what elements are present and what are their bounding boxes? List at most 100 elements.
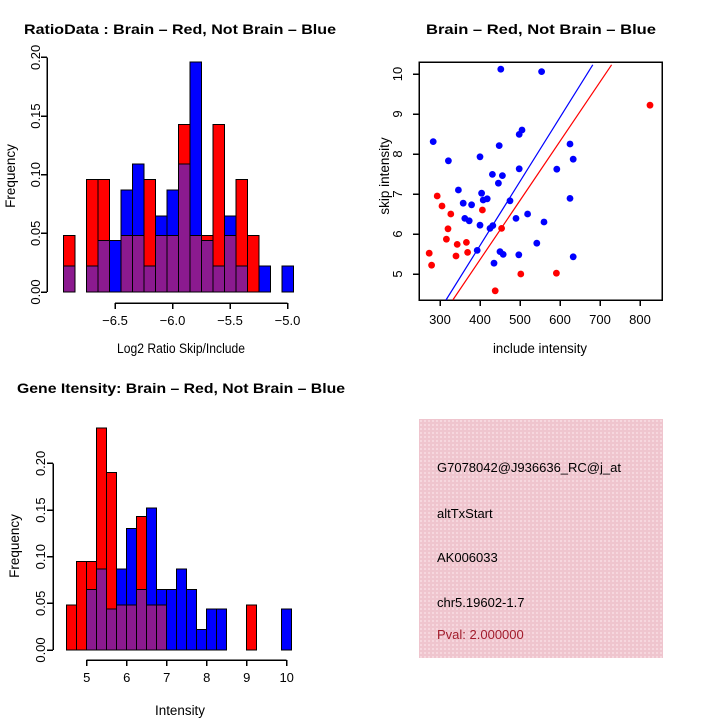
scatter-point-blue (483, 195, 491, 203)
pval-text: Pval: 2.000000 (437, 627, 524, 642)
scatter-point-red (479, 206, 486, 214)
scatter-point-blue (459, 199, 467, 207)
scatter-point-blue (495, 179, 502, 187)
histogram-bar-overlap (131, 235, 145, 293)
histogram-bar-blue (281, 265, 294, 293)
scatter-xlabel: include intensity (493, 341, 587, 356)
x-tick-label: 800 (629, 312, 651, 327)
histogram-bar-overlap (120, 235, 133, 293)
histogram-bar-blue (186, 588, 198, 651)
histogram-bar-red (86, 560, 98, 590)
x-tick-label: 600 (549, 312, 571, 327)
scatter-point-red (517, 270, 525, 278)
scatter-point-blue (468, 201, 475, 209)
scatter-point-blue (497, 65, 505, 73)
ratio-histogram-ylabel: Frequency (3, 144, 18, 208)
scatter-point-blue (489, 171, 496, 178)
scatter-point-red (452, 252, 460, 260)
scatter-point-blue (569, 253, 577, 261)
scatter-point-blue (515, 165, 523, 173)
y-tick-label: 5 (390, 270, 405, 277)
scatter-point-blue (540, 218, 548, 226)
y-tick-label: 8 (390, 150, 405, 157)
histogram-bar-overlap (189, 235, 202, 293)
histogram-bar-red (66, 604, 78, 651)
histogram-bar-blue (166, 189, 179, 237)
histogram-bar-overlap (136, 588, 148, 651)
histogram-bar-blue (108, 239, 122, 293)
x-tick-label: 300 (429, 312, 451, 327)
y-tick-label: 0.15 (28, 103, 43, 128)
histogram-bar-red (96, 427, 108, 570)
histogram-bar-blue (206, 608, 218, 651)
histogram-bar-red (246, 235, 260, 293)
scatter-point-red (428, 261, 435, 269)
x-tick-label: 5 (83, 670, 90, 685)
x-tick-label: 9 (243, 670, 250, 685)
histogram-bar-red (246, 604, 258, 651)
y-tick-label: 6 (390, 230, 405, 237)
scatter-point-blue (495, 142, 503, 150)
histogram-bar-blue (281, 608, 293, 651)
scatter-ylabel: skip intensity (377, 137, 392, 215)
scatter-point-red (491, 287, 499, 295)
x-tick-label: −5.0 (275, 313, 301, 328)
scatter-point-blue (445, 157, 452, 165)
histogram-bar-blue (216, 608, 228, 651)
histogram-bar-blue (156, 588, 168, 606)
histogram-bar-blue (189, 61, 202, 237)
scatter-point-blue (490, 259, 498, 267)
scatter-point-blue (499, 172, 506, 180)
ratio-histogram-xlabel: Log2 Ratio Skip/Include (117, 341, 245, 356)
plot-box (418, 61, 663, 301)
histogram-bar-red (62, 235, 76, 267)
y-tick-label: 0.00 (28, 279, 43, 304)
histogram-bar-blue (126, 528, 138, 606)
histogram-bar-red (76, 560, 88, 651)
x-tick-label: −6.5 (102, 313, 128, 328)
ratio-histogram-plot: 0.00 0.05 0.10 0.15 0.20 −6.5 −6.0 −5.5 −5.0 (28, 45, 300, 328)
histogram-bar-red (235, 178, 248, 267)
info-panel: G7078042@J936636_RC@j_at altTxStart AK00… (419, 419, 663, 658)
scatter-title: Brain – Red, Not Brain – Blue (426, 21, 656, 37)
y-tick-label: 0.10 (28, 162, 43, 187)
gene-histogram-ylabel: Frequency (7, 514, 22, 578)
locus-text: chr5.19602-1.7 (437, 595, 525, 610)
scatter-point-red (425, 249, 433, 257)
y-tick-label: 7 (390, 190, 405, 197)
scatter-point-red (444, 225, 452, 233)
histogram-bar-blue (116, 568, 128, 606)
scatter-point-red (453, 241, 461, 248)
y-tick-label: 0.20 (28, 45, 43, 70)
scatter-point-blue (486, 225, 494, 232)
gene-histogram-xlabel: Intensity (155, 703, 205, 718)
histogram-bar-red (200, 235, 214, 241)
scatter-point-blue (538, 68, 545, 75)
histogram-bar-overlap (86, 588, 98, 651)
scatter-point-blue (569, 155, 577, 163)
scatter-point-blue (512, 215, 520, 222)
histogram-bar-overlap (154, 235, 168, 293)
gene-histogram-plot: 0.00 0.05 0.10 0.15 0.20 5 6 7 8 9 10 (33, 427, 294, 685)
scatter-point-blue (478, 189, 485, 197)
scatter-point-blue (473, 247, 481, 254)
histogram-bar-overlap (200, 239, 214, 293)
histogram-bar-blue (196, 628, 208, 651)
scatter-point-red (447, 210, 455, 218)
histogram-bar-red (85, 178, 99, 267)
scatter-point-red (438, 202, 446, 210)
y-tick-label: 10 (390, 67, 405, 81)
histogram-bar-overlap (177, 163, 191, 293)
ratio-histogram-title: RatioData : Brain – Red, Not Brain – Blu… (24, 21, 336, 37)
scatter-point-red (464, 249, 471, 256)
scatter-point-red (553, 269, 560, 277)
scatter-point-blue (566, 140, 574, 148)
scatter-point-blue (515, 251, 523, 259)
gene-intensity-histogram-panel: Gene Itensity: Brain – Red, Not Brain – … (7, 380, 345, 718)
histogram-bar-blue (258, 265, 271, 293)
x-tick-label: −6.0 (160, 313, 186, 328)
histogram-bar-overlap (235, 265, 248, 293)
scatter-point-red (443, 235, 450, 243)
gene-histogram-title: Gene Itensity: Brain – Red, Not Brain – … (17, 380, 345, 396)
